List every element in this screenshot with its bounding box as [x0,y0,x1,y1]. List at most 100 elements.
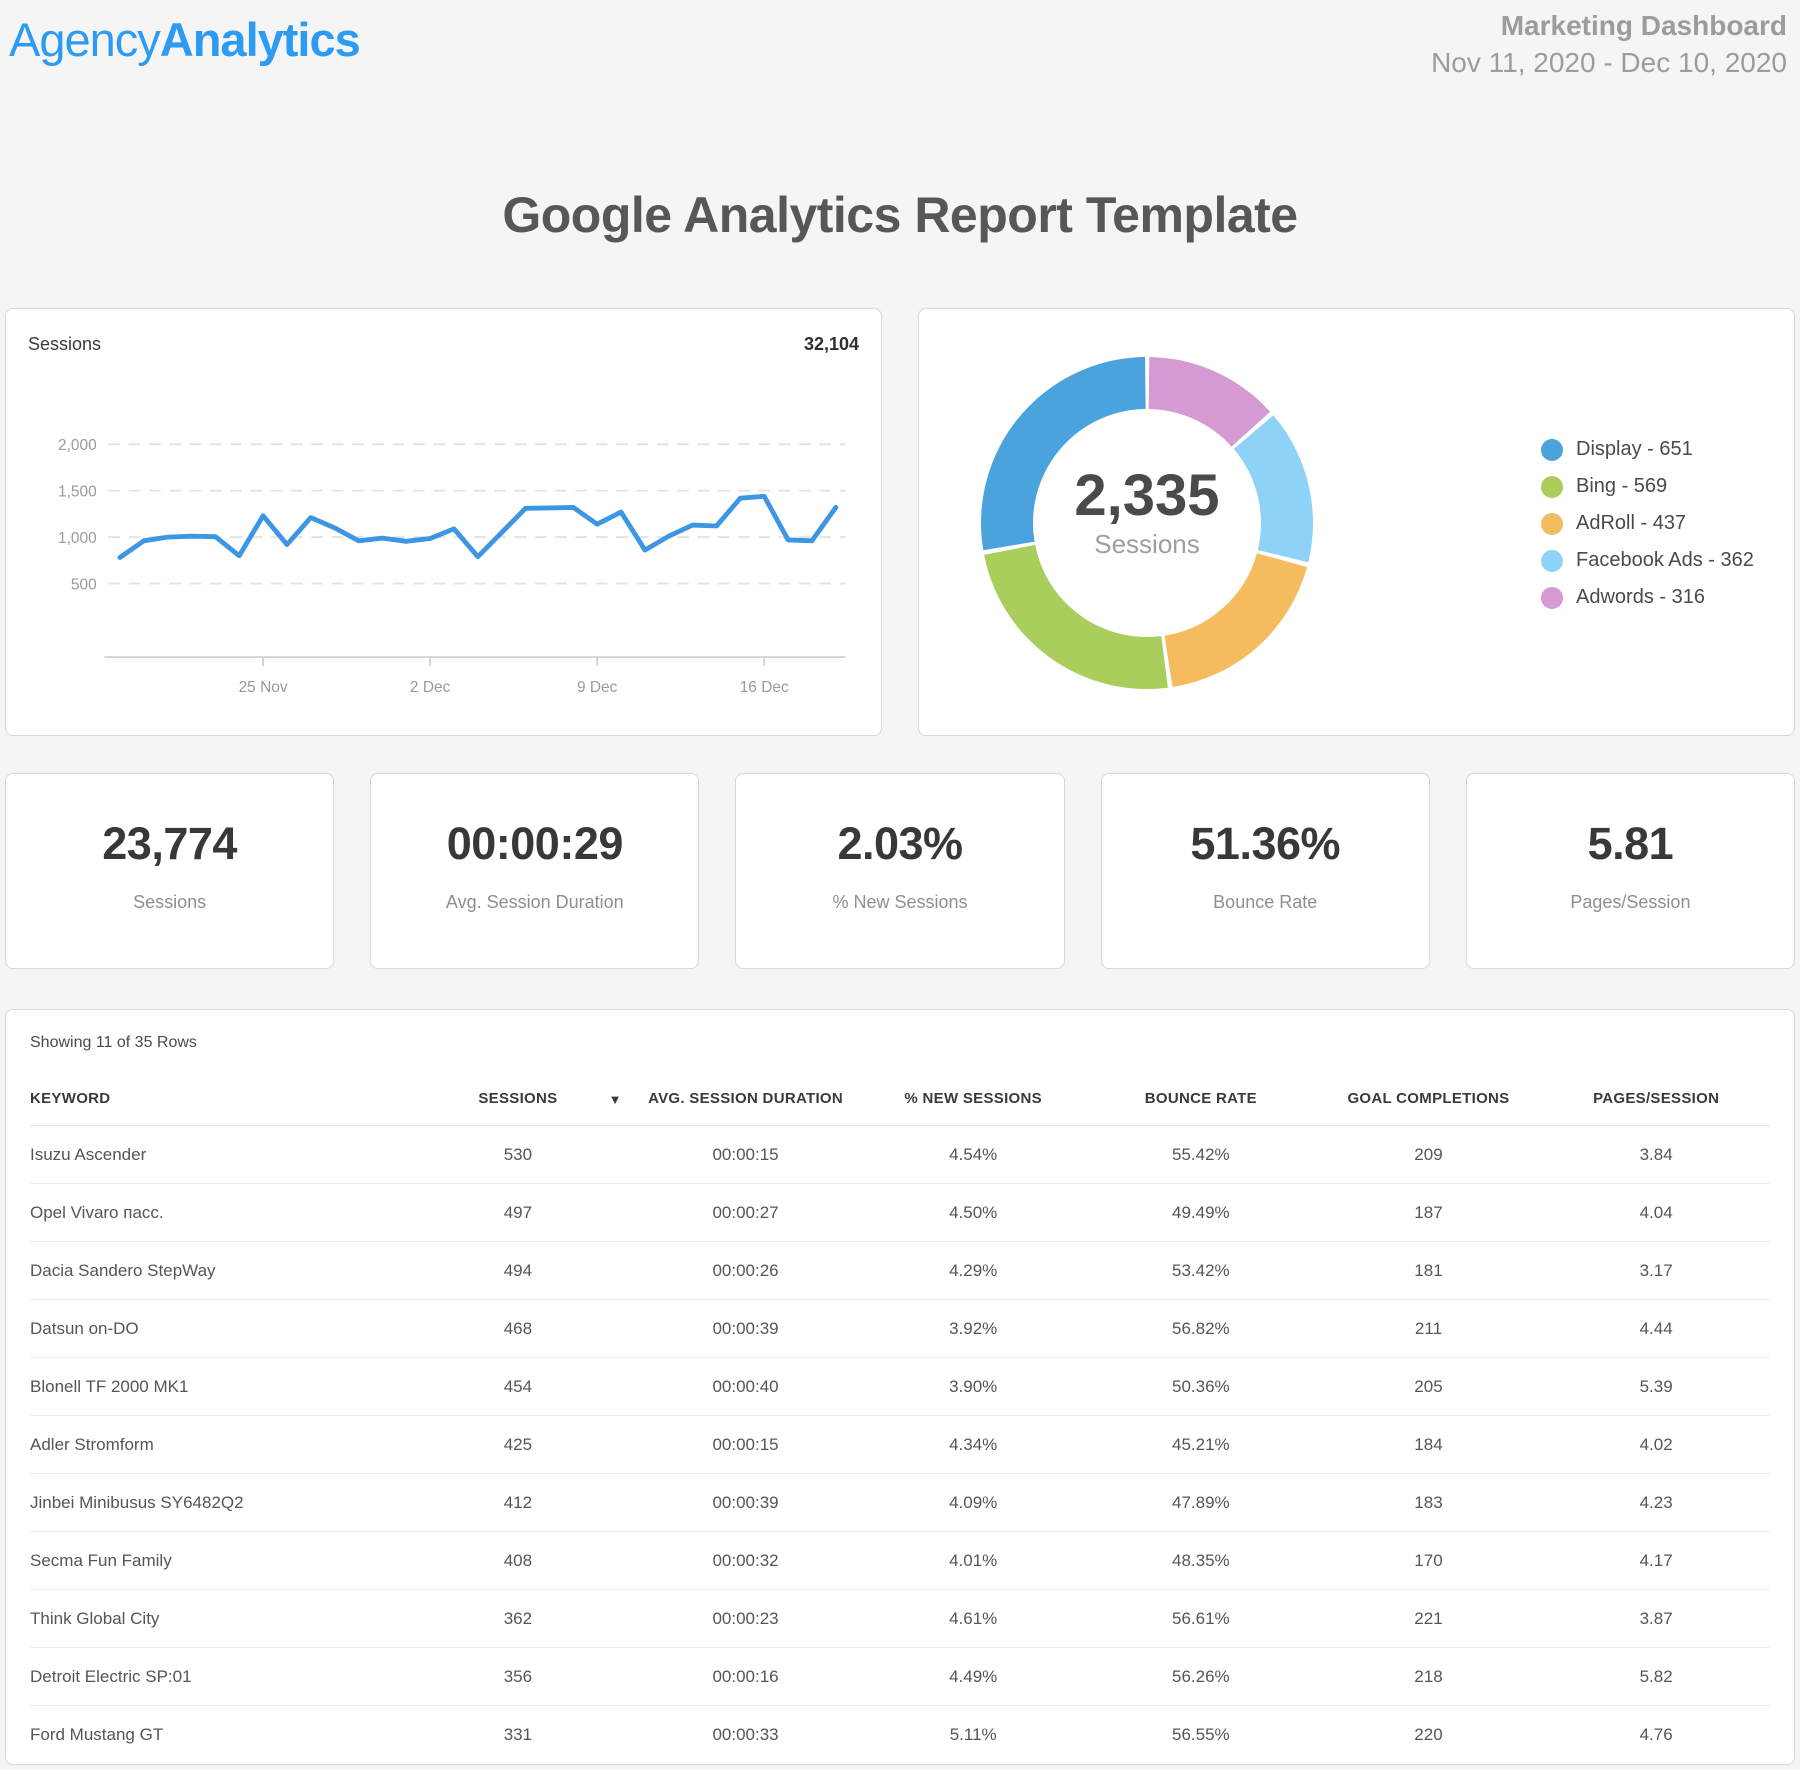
legend-item-adwords[interactable]: Adwords - 316 [1541,579,1754,616]
column-header-avg-session-duration[interactable]: AVG. SESSION DURATION [631,1066,860,1126]
column-header-goal-completions[interactable]: GOAL COMPLETIONS [1314,1066,1543,1126]
table-row: Jinbei Minibusus SY6482Q2 412 00:00:39 4.09… [30,1473,1770,1532]
row-count-status: Showing 11 of 35 Rows [30,1034,197,1051]
cell-keyword: Jinbei Minibusus SY6482Q2 [30,1473,405,1532]
logo-text-analytics: Analytics [159,13,361,66]
cell-goal-completions: 211 [1314,1299,1543,1358]
legend-item-facebook-ads[interactable]: Facebook Ads - 362 [1541,542,1754,579]
kpi-card-sessions: 23,774 Sessions [5,773,335,969]
kpi-value: 5.81 [1587,818,1674,869]
cell-sessions: 356 [404,1647,632,1706]
donut-segment-facebook-ads[interactable] [981,357,1313,689]
cell-avg-session-duration: 00:00:40 [631,1357,860,1416]
cell-bounce-rate: 50.36% [1087,1357,1315,1416]
sessions-line-chart[interactable]: 500 1,000 1,500 2,000 25 Nov 2 Dec 9 Dec 16 Dec [28,361,860,721]
cell-bounce-rate: 49.49% [1087,1183,1315,1242]
legend-label: Display - 651 [1576,438,1693,460]
cell-new-sessions: 4.50% [859,1183,1088,1242]
cell-bounce-rate: 56.55% [1087,1705,1315,1764]
sessions-chart-card: Sessions 32,104 500 1,000 1,500 2,000 25 Nov… [5,308,882,736]
cell-pages-session: 4.17 [1542,1531,1770,1590]
report-meta: Marketing Dashboard Nov 11, 2020 - Dec 1… [1431,8,1787,82]
cell-goal-completions: 187 [1314,1183,1543,1242]
table-row: Isuzu Ascender 530 00:00:15 4.54% 55.42% 209 3… [30,1125,1770,1184]
sessions-total-value: 32,104 [803,333,859,354]
agency-analytics-logo[interactable]: AgencyAnalytics [9,12,361,67]
cell-bounce-rate: 55.42% [1087,1125,1315,1184]
legend-dot-icon [1541,512,1563,535]
cell-sessions: 530 [404,1125,632,1184]
x-axis-tick-label: 9 Dec [577,679,618,696]
legend-item-bing[interactable]: Bing - 569 [1541,468,1754,505]
x-axis-tick-label: 2 Dec [410,679,451,696]
cell-keyword: Blonell TF 2000 MK1 [30,1357,405,1416]
cell-keyword: Detroit Electric SP:01 [30,1647,405,1706]
table-row: Opel Vivaro пасс. 497 00:00:27 4.50% 49.49% 1… [30,1183,1770,1242]
legend-dot-icon [1541,549,1563,572]
cell-pages-session: 3.84 [1542,1125,1770,1184]
legend-item-adroll[interactable]: AdRoll - 437 [1541,505,1754,542]
date-range: Nov 11, 2020 - Dec 10, 2020 [1431,47,1787,78]
cell-avg-session-duration: 00:00:26 [631,1241,860,1300]
sessions-series-line[interactable] [117,493,839,560]
cell-new-sessions: 5.11% [859,1705,1088,1764]
cell-sessions: 331 [404,1705,632,1764]
legend-label: Adwords - 316 [1576,586,1705,608]
cell-goal-completions: 209 [1314,1125,1543,1184]
cell-pages-session: 4.23 [1542,1473,1770,1532]
keyword-table-head: KEYWORD SESSIONS ▼ AVG. SESSION DURATION% N… [30,1066,1770,1126]
dashboard-name: Marketing Dashboard [1500,10,1787,41]
cell-new-sessions: 4.61% [859,1589,1088,1648]
cell-avg-session-duration: 00:00:39 [631,1473,860,1532]
cell-avg-session-duration: 00:00:16 [631,1647,860,1706]
kpi-card-avg-session-duration: 00:00:29 Avg. Session Duration [370,773,700,969]
sessions-chart-header: Sessions 32,104 [28,327,859,361]
keyword-table: KEYWORD SESSIONS ▼ AVG. SESSION DURATION% N… [30,1066,1770,1764]
cell-sessions: 497 [404,1183,632,1242]
cell-avg-session-duration: 00:00:23 [631,1589,860,1648]
cell-sessions: 454 [404,1357,632,1416]
cell-goal-completions: 218 [1314,1647,1543,1706]
column-header-sessions[interactable]: SESSIONS ▼ [404,1066,632,1126]
kpi-value: 2.03% [837,818,963,869]
cell-sessions: 412 [404,1473,632,1532]
column-header-pages-session[interactable]: PAGES/SESSION [1542,1066,1770,1126]
cell-pages-session: 5.82 [1542,1647,1770,1706]
cell-bounce-rate: 48.35% [1087,1531,1315,1590]
legend-label: Bing - 569 [1576,475,1668,497]
kpi-card-new-sessions: 2.03% % New Sessions [735,773,1065,969]
column-header-keyword[interactable]: KEYWORD [30,1066,405,1126]
cell-pages-session: 4.02 [1542,1415,1770,1474]
cell-pages-session: 3.87 [1542,1589,1770,1648]
cell-avg-session-duration: 00:00:15 [631,1415,860,1474]
legend-dot-icon [1541,586,1563,609]
donut-segment-bing[interactable] [981,357,1313,689]
cell-avg-session-duration: 00:00:15 [631,1125,860,1184]
legend-label: AdRoll - 437 [1576,512,1687,534]
donut-legend: Display - 651 Bing - 569 AdRoll - 437 Faceb… [1541,431,1754,616]
cell-new-sessions: 4.34% [859,1415,1088,1474]
donut-segments [981,357,1313,689]
cell-keyword: Secma Fun Family [30,1531,405,1590]
table-row: Adler Stromform 425 00:00:15 4.34% 45.21% 184… [30,1415,1770,1474]
donut-segment-display[interactable] [981,357,1313,689]
kpi-card-bounce-rate: 51.36% Bounce Rate [1100,773,1430,969]
cell-keyword: Dacia Sandero StepWay [30,1241,405,1300]
kpi-label: Avg. Session Duration [445,892,624,912]
x-axis-tick-label: 25 Nov [239,679,288,696]
kpi-row: 23,774 Sessions 00:00:29 Avg. Session Du… [5,773,1796,969]
cell-new-sessions: 3.92% [859,1299,1088,1358]
channels-donut-chart[interactable]: 2,335 Sessions [977,353,1317,693]
column-header-new-sessions[interactable]: % NEW SESSIONS [859,1066,1088,1126]
legend-dot-icon [1541,438,1563,461]
column-header-bounce-rate[interactable]: BOUNCE RATE [1087,1066,1315,1126]
cell-bounce-rate: 53.42% [1087,1241,1315,1300]
legend-item-display[interactable]: Display - 651 [1541,431,1754,468]
cell-bounce-rate: 47.89% [1087,1473,1315,1532]
cell-sessions: 408 [404,1531,632,1590]
top-bar: AgencyAnalytics Marketing Dashboard Nov … [5,0,1795,90]
cell-avg-session-duration: 00:00:32 [631,1531,860,1590]
cell-sessions: 362 [404,1589,632,1648]
x-axis-tick-label: 16 Dec [740,679,789,696]
page-title: Google Analytics Report Template [502,187,1298,243]
